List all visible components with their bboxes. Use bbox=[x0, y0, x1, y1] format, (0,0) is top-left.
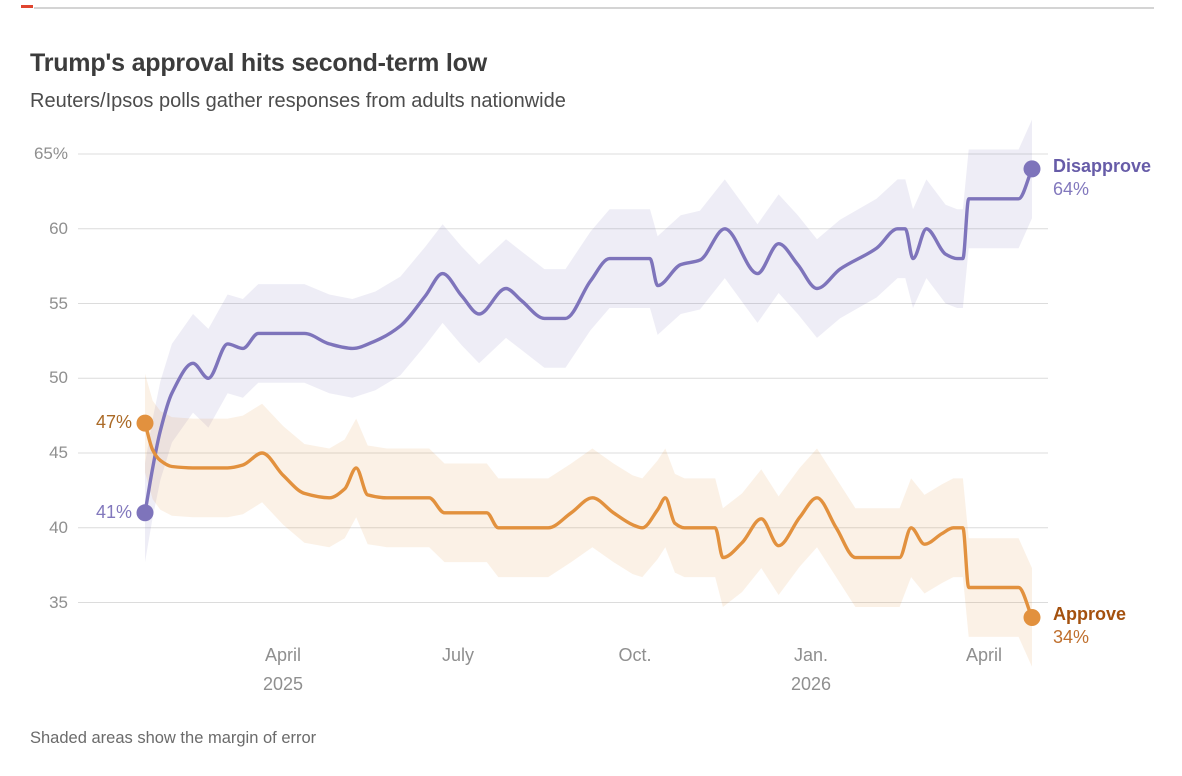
disapprove-line bbox=[143, 167, 1034, 515]
y-axis-tick-label: 50 bbox=[49, 368, 68, 387]
margin-of-error-note: Shaded areas show the margin of error bbox=[30, 729, 317, 747]
disapprove-series-label: Disapprove bbox=[1053, 156, 1152, 176]
y-axis-tick-label: 40 bbox=[49, 518, 68, 537]
chart-subtitle: Reuters/Ipsos polls gather responses fro… bbox=[30, 90, 566, 112]
y-axis-tick-label: 45 bbox=[49, 443, 68, 462]
approve-end-value: 34% bbox=[1053, 627, 1090, 647]
disapprove-start-value: 41% bbox=[95, 502, 132, 522]
chart-title: Trump's approval hits second-term low bbox=[30, 49, 487, 77]
x-axis-tick-label: July bbox=[441, 645, 474, 665]
disapprove-end-dot bbox=[1023, 160, 1041, 178]
y-axis-tick-label: 55 bbox=[49, 294, 68, 313]
y-axis-tick-label: 60 bbox=[49, 219, 68, 238]
approve-end-dot bbox=[1023, 609, 1041, 626]
x-axis-tick-label: April bbox=[264, 645, 301, 665]
y-axis-tick-label: 35 bbox=[49, 593, 68, 612]
approve-start-value: 47% bbox=[95, 412, 132, 432]
x-axis-tick-sublabel: 2026 bbox=[790, 674, 832, 694]
y-axis-tick-label: 65% bbox=[33, 144, 68, 163]
x-axis-tick-sublabel: 2025 bbox=[262, 674, 304, 694]
approve-start-dot bbox=[136, 414, 154, 432]
x-axis-tick-label: Jan. bbox=[793, 645, 829, 665]
x-axis-tick-label: April bbox=[965, 645, 1002, 665]
disapprove-start-dot bbox=[136, 504, 154, 522]
x-axis-tick-label: Oct. bbox=[618, 645, 652, 665]
approve-moe-band bbox=[145, 373, 1032, 667]
approve-line bbox=[143, 421, 1034, 620]
top-rule bbox=[34, 7, 1154, 9]
approve-series-label: Approve bbox=[1053, 604, 1127, 624]
disapprove-end-value: 64% bbox=[1053, 179, 1090, 199]
brand-dash bbox=[21, 5, 33, 8]
